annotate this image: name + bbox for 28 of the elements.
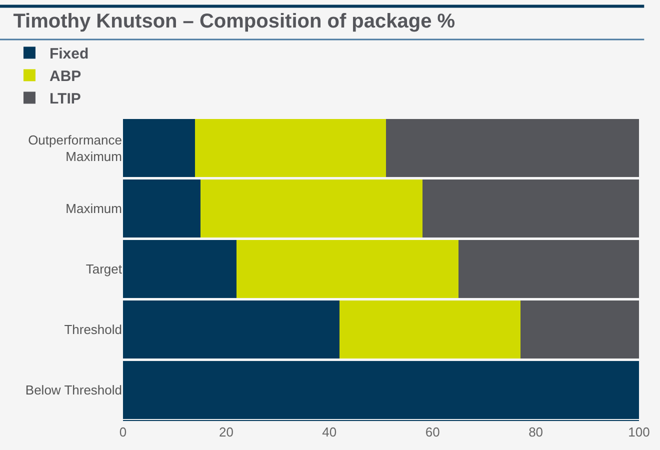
legend-label: Fixed [49,46,89,63]
bar [520,300,639,358]
bar [195,119,386,178]
bar [340,300,520,358]
y-tick-label: Maximum [66,201,122,216]
bar [123,240,237,298]
y-tick-label: Outperformance Maximum [28,132,122,164]
y-tick-label: Target [86,262,122,277]
bar [458,240,639,298]
chart-title: Timothy Knutson – Composition of package % [13,10,456,32]
bar [123,300,340,358]
bar [123,360,639,419]
x-tick-label: 40 [322,424,337,440]
y-tick-label: Below Threshold [25,382,122,398]
bar [123,119,196,178]
bar [123,180,200,238]
x-tick-label: 60 [425,424,440,440]
bar [236,240,458,298]
bar [422,180,639,238]
bar [386,119,639,178]
legend-label: LTIP [49,90,81,108]
legend-label: ABP [49,68,82,86]
x-tick-label: 20 [218,424,234,440]
x-tick-label: 100 [628,424,650,440]
y-tick-label: Threshold [64,322,122,337]
x-tick-label: 80 [528,424,544,440]
x-tick-label: 0 [119,424,127,440]
bar [200,180,422,238]
